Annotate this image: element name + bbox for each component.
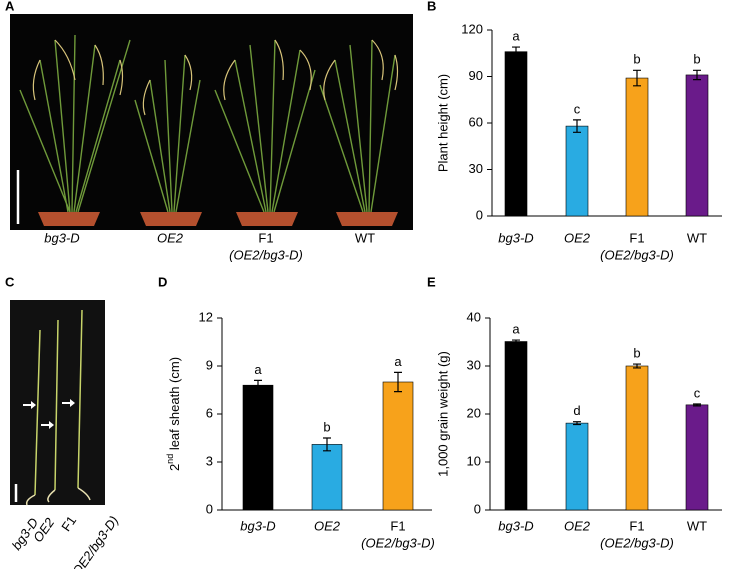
x-tick-label: bg3-D: [240, 518, 275, 533]
panel-letter: E: [427, 274, 436, 289]
significance-letter: a: [512, 28, 520, 43]
bar: [504, 51, 528, 217]
significance-letter: b: [633, 346, 640, 361]
x-tick-label: OE2: [314, 518, 341, 533]
y-tick-label: 30: [469, 161, 483, 176]
y-axis-label-sup: nd: [165, 454, 175, 464]
y-tick-label: 40: [467, 309, 481, 324]
significance-letter: c: [574, 101, 581, 116]
significance-letter: b: [633, 52, 640, 67]
error-bar: [573, 119, 581, 133]
y-tick-label: 0: [476, 207, 483, 222]
significance-letter: a: [512, 322, 520, 337]
y-tick-label: 3: [206, 453, 213, 468]
bar: [625, 365, 649, 511]
y-tick-label: 60: [469, 114, 483, 129]
x-tick-label: OE2: [564, 230, 591, 245]
y-axis-label-part: leaf sheath (cm): [167, 357, 182, 454]
y-tick-label: 10: [467, 453, 481, 468]
x-tick-label: WT: [687, 518, 707, 533]
photo-sublabel: (OE2/bg3-D): [229, 247, 303, 262]
error-bar: [633, 363, 641, 369]
y-axis-label-part: 2: [167, 464, 182, 471]
y-tick-label: 6: [206, 405, 213, 420]
panel-letter: C: [5, 274, 15, 289]
y-tick-label: 12: [199, 309, 213, 324]
y-tick-label: 30: [467, 357, 481, 372]
y-axis-label: 1,000 grain weight (g): [435, 351, 450, 477]
x-tick-sublabel: (OE2/bg3-D): [600, 247, 674, 262]
bar: [504, 341, 528, 511]
photo-a: [10, 14, 413, 230]
y-tick-label: 0: [474, 501, 481, 516]
panel-letter: A: [5, 0, 15, 13]
error-bar: [693, 69, 701, 81]
error-bar: [323, 437, 331, 452]
significance-letter: b: [693, 52, 700, 67]
significance-letter: b: [323, 419, 330, 434]
y-tick-label: 9: [206, 357, 213, 372]
photo-label: bg3-D: [44, 230, 79, 245]
x-tick-label: OE2: [564, 518, 591, 533]
y-tick-label: 0: [206, 501, 213, 516]
photo-label: F1: [258, 230, 273, 245]
error-bar: [512, 339, 520, 344]
bar: [625, 77, 649, 217]
y-tick-label: 20: [467, 405, 481, 420]
bar: [565, 125, 589, 217]
significance-letter: c: [694, 385, 701, 400]
error-bar: [573, 421, 581, 426]
significance-letter: a: [254, 362, 262, 377]
error-bar: [693, 403, 701, 407]
bar: [382, 381, 414, 511]
bar: [311, 444, 343, 511]
x-tick-sublabel: (OE2/bg3-D): [600, 535, 674, 550]
x-tick-label: WT: [687, 230, 707, 245]
error-bar: [254, 379, 262, 391]
bar: [685, 404, 709, 511]
photo-label: OE2: [157, 230, 184, 245]
bar: [685, 74, 709, 217]
photo-label: F1: [58, 513, 79, 534]
x-tick-label: F1: [390, 518, 405, 533]
bar: [565, 422, 589, 511]
y-tick-label: 120: [461, 21, 483, 36]
photo-c: [10, 300, 105, 506]
significance-letter: a: [394, 354, 402, 369]
panel-letter: B: [427, 0, 436, 13]
x-tick-label: bg3-D: [498, 518, 533, 533]
error-bar: [633, 69, 641, 87]
x-tick-label: F1: [629, 230, 644, 245]
panel-letter: D: [158, 274, 167, 289]
y-tick-label: 90: [469, 68, 483, 83]
significance-letter: d: [573, 403, 580, 418]
error-bar: [512, 46, 520, 57]
y-axis-label: Plant height (cm): [435, 74, 450, 172]
x-tick-sublabel: (OE2/bg3-D): [361, 535, 435, 550]
photo-label: WT: [355, 230, 375, 245]
bar: [242, 384, 274, 511]
error-bar: [394, 371, 402, 393]
x-tick-label: bg3-D: [498, 230, 533, 245]
x-tick-label: F1: [629, 518, 644, 533]
y-axis-label: 2nd leaf sheath (cm): [165, 357, 182, 471]
